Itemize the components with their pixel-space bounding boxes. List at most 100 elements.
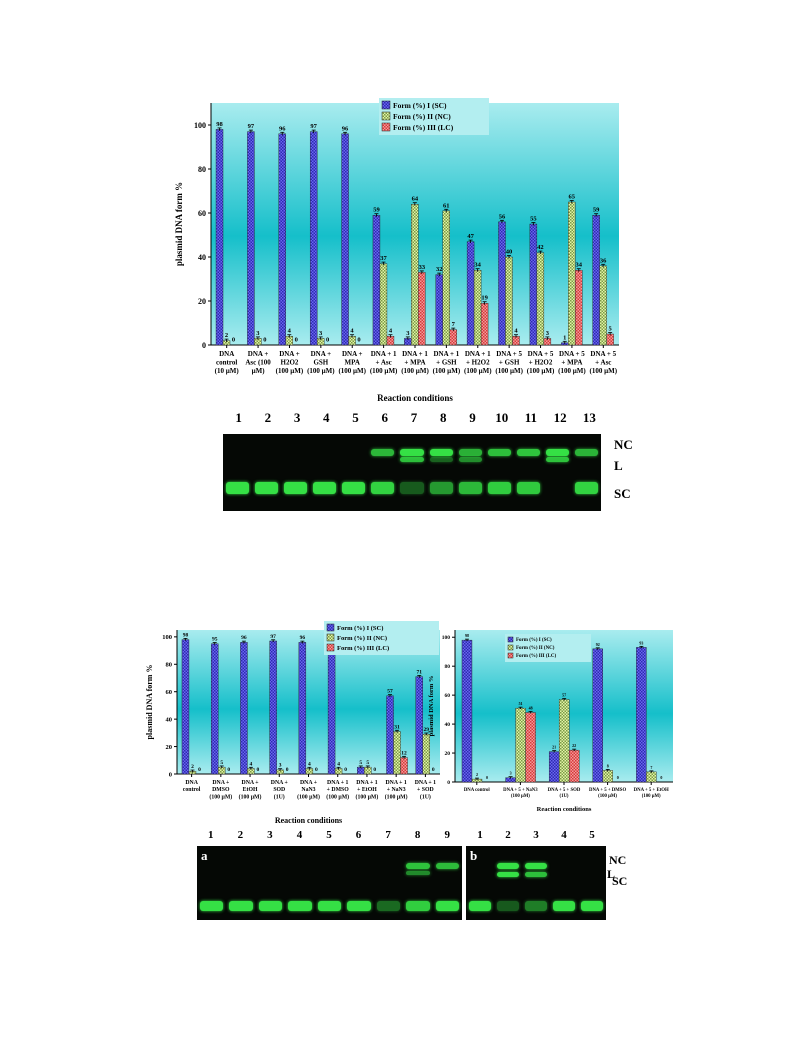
x-tick-label: + GSH bbox=[499, 359, 520, 367]
legend-label: Form (%) II (NC) bbox=[516, 646, 555, 651]
lane-number: 9 bbox=[469, 410, 476, 425]
gel-band bbox=[317, 901, 342, 911]
gel-band bbox=[516, 482, 540, 494]
panel-tag: a bbox=[201, 848, 208, 863]
gel-band bbox=[371, 449, 395, 456]
data-label: 97 bbox=[310, 123, 317, 130]
y-tick-label: 0 bbox=[169, 771, 172, 778]
gel-band bbox=[581, 901, 603, 911]
data-label: 3 bbox=[256, 330, 260, 337]
data-label: 0 bbox=[357, 337, 360, 344]
x-tick-label: DNA + bbox=[212, 780, 229, 786]
lane-number: 5 bbox=[352, 410, 359, 425]
legend-label: Form (%) III (LC) bbox=[337, 645, 389, 652]
data-label: 2 bbox=[225, 332, 228, 339]
panel-tag: b bbox=[470, 848, 478, 863]
data-label: 3 bbox=[546, 330, 550, 337]
gel-band bbox=[545, 457, 569, 462]
data-label: 3 bbox=[319, 330, 323, 337]
data-label: 8 bbox=[607, 763, 609, 768]
gel-2b-lane-numbers: 1 2 3 4 5 bbox=[466, 829, 606, 843]
gel-2-nc-label: NC bbox=[609, 853, 627, 867]
x-tick-label: (100 µM) bbox=[370, 367, 398, 375]
x-tick-label: MPA bbox=[345, 359, 360, 367]
gel-band bbox=[458, 449, 482, 456]
x-tick-label: + Asc bbox=[595, 359, 611, 367]
x-tick-label: DNA + 1 bbox=[433, 350, 459, 358]
gel-1-image bbox=[223, 434, 601, 511]
bar-form-ii bbox=[515, 707, 526, 783]
bar-form-i bbox=[298, 642, 307, 775]
x-tick-label: DNA + 5 + SOD bbox=[548, 788, 581, 793]
bar-form-i bbox=[592, 214, 600, 346]
bar-form-i bbox=[461, 639, 473, 783]
y-tick-label: 60 bbox=[166, 689, 173, 696]
bar-form-i bbox=[269, 640, 277, 775]
data-label: 0 bbox=[373, 767, 376, 773]
x-tick-label: SOD bbox=[273, 787, 285, 793]
x-tick-label: (100 µM) bbox=[511, 794, 530, 799]
data-label: 65 bbox=[569, 194, 576, 201]
data-label: 0 bbox=[198, 767, 201, 773]
bar-form-iii bbox=[449, 329, 457, 346]
x-tick-label: (1U) bbox=[420, 793, 431, 800]
data-label: 64 bbox=[412, 196, 419, 203]
x-tick-label: DNA + 5 bbox=[559, 350, 585, 358]
y-axis-title: plasmid DNA form % bbox=[428, 676, 435, 737]
y-tick-label: 60 bbox=[445, 693, 451, 699]
bar-form-iii bbox=[606, 333, 614, 346]
gel-band bbox=[226, 482, 250, 494]
bar-form-i bbox=[386, 695, 394, 775]
data-label: 97 bbox=[270, 634, 276, 640]
y-tick-label: 100 bbox=[162, 634, 172, 641]
x-axis-title: Reaction conditions bbox=[537, 806, 592, 813]
x-tick-label: (100 µM) bbox=[464, 367, 492, 375]
data-label: 22 bbox=[572, 743, 576, 748]
legend-swatch bbox=[507, 652, 514, 659]
data-label: 5 bbox=[366, 760, 369, 766]
x-tick-label: NaN3 bbox=[301, 787, 315, 793]
data-label: 0 bbox=[263, 337, 266, 344]
data-label: 31 bbox=[394, 724, 400, 730]
lane-number: 9 bbox=[444, 829, 450, 841]
data-label: 2 bbox=[476, 772, 478, 777]
lane-number: 12 bbox=[553, 410, 567, 425]
x-tick-label: (100 µM) bbox=[385, 793, 408, 800]
x-tick-label: DNA bbox=[219, 350, 234, 358]
lane-number: 4 bbox=[323, 410, 330, 425]
lane-number: 3 bbox=[267, 829, 273, 841]
x-tick-label: (100 µM) bbox=[433, 367, 461, 375]
data-label: 42 bbox=[537, 244, 544, 251]
data-label: 71 bbox=[416, 669, 422, 675]
bar-form-i bbox=[498, 221, 506, 346]
gel-1-lane-numbers: 1 2 3 4 5 6 7 8 9 10 11 12 13 bbox=[224, 410, 604, 426]
bar-form-i bbox=[341, 133, 349, 346]
x-tick-label: + H2O2 bbox=[529, 359, 553, 367]
bar-form-i bbox=[372, 214, 381, 346]
data-label: 51 bbox=[519, 701, 523, 706]
x-tick-label: (100 µM) bbox=[642, 794, 661, 799]
gel-band bbox=[313, 482, 337, 494]
bar-form-i bbox=[548, 751, 560, 783]
lane-number: 2 bbox=[505, 829, 511, 841]
x-tick-label: DNA + 5 bbox=[528, 350, 554, 358]
x-tick-label: DNA + 1 bbox=[415, 780, 436, 786]
x-tick-label: (10 µM) bbox=[215, 367, 240, 375]
x-tick-label: DNA + bbox=[342, 350, 363, 358]
data-label: 3 bbox=[510, 771, 512, 776]
lane-number: 1 bbox=[477, 829, 483, 841]
y-tick-label: 0 bbox=[447, 780, 450, 786]
bar-form-ii bbox=[536, 252, 545, 346]
x-tick-label: (100 µM) bbox=[356, 793, 379, 800]
data-label: 97 bbox=[248, 123, 255, 130]
data-label: 36 bbox=[600, 257, 607, 264]
x-tick-label: DNA + 5 bbox=[496, 350, 522, 358]
data-label: 4 bbox=[250, 761, 253, 767]
legend-box bbox=[324, 621, 439, 655]
data-label: 34 bbox=[576, 262, 583, 269]
gel-band bbox=[497, 863, 519, 869]
data-label: 5 bbox=[609, 326, 613, 333]
bar-form-ii bbox=[379, 263, 388, 346]
gel-1-nc-label: NC bbox=[614, 437, 633, 452]
data-label: 2 bbox=[191, 764, 194, 770]
